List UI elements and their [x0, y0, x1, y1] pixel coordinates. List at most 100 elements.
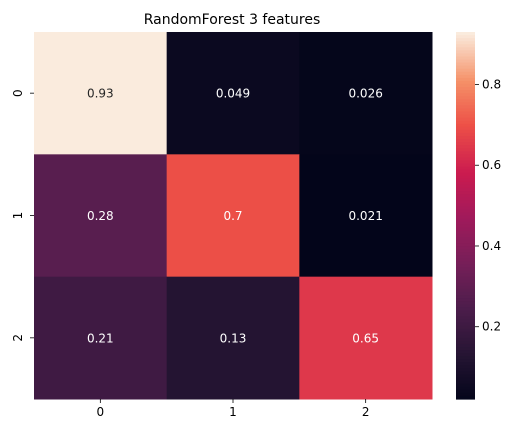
colorbar-segment	[456, 258, 475, 262]
heatmap-cell-0-1	[166, 32, 300, 155]
colorbar-segment	[456, 187, 475, 192]
colorbar-segment	[456, 93, 475, 97]
heatmap-cell-2-1	[166, 276, 300, 400]
colorbar-segment	[456, 350, 475, 354]
colorbar-segment	[456, 310, 475, 314]
colorbar-segment	[456, 270, 475, 275]
colorbar-segment	[456, 87, 475, 91]
colorbar-segment	[456, 252, 475, 256]
colorbar-segment	[456, 227, 475, 232]
colorbar-segment	[456, 148, 475, 152]
colorbar-tick-label-2: 0.6	[482, 158, 501, 172]
colorbar-segment	[456, 365, 475, 370]
colorbar-segment	[456, 175, 475, 180]
colorbar-segment	[456, 111, 475, 116]
heatmap-cell-0-2	[299, 32, 433, 155]
cell-label-2-0: 0.21	[87, 331, 114, 345]
colorbar-segment	[456, 325, 475, 330]
x-tick-label-1: 1	[229, 405, 237, 419]
colorbar-segment	[456, 291, 475, 296]
colorbar-segment	[456, 288, 475, 293]
colorbar-segment	[456, 218, 475, 223]
colorbar-segment	[456, 117, 475, 122]
colorbar-segment	[456, 123, 475, 128]
colorbar-segment	[456, 129, 475, 134]
colorbar-tick-label-3: 0.8	[482, 77, 501, 91]
colorbar-segment	[456, 383, 475, 388]
colorbar-segment	[456, 243, 475, 247]
colorbar-segment	[456, 377, 475, 382]
colorbar-segment	[456, 267, 475, 272]
colorbar-segment	[456, 255, 475, 259]
colorbar-segment	[456, 83, 475, 88]
colorbar-segment	[456, 276, 475, 281]
colorbar-segment	[456, 194, 475, 198]
colorbar-segment	[456, 96, 475, 100]
colorbar-segment	[456, 371, 475, 376]
colorbar-segment	[456, 343, 475, 348]
colorbar-segment	[456, 139, 475, 143]
colorbar-segment	[456, 38, 475, 42]
heatmap-cells: 0.93 0.049 0.026 0.28 0.7 0.021 0.21 0.13 0.65	[34, 32, 433, 400]
colorbar-segment	[456, 126, 475, 131]
colorbar-segment	[456, 380, 475, 385]
colorbar-segment	[456, 236, 475, 241]
colorbar-segment	[456, 368, 475, 373]
colorbar-segment	[456, 340, 475, 345]
colorbar-segment	[456, 337, 475, 342]
colorbar-segment	[456, 157, 475, 162]
colorbar-tick-label-1: 0.4	[482, 239, 501, 253]
colorbar-segment	[456, 44, 475, 48]
colorbar-segment	[456, 285, 475, 290]
colorbar-segment	[456, 53, 475, 58]
colorbar-segment	[456, 374, 475, 379]
colorbar-segment	[456, 334, 475, 339]
colorbar-segment	[456, 221, 475, 226]
cell-label-0-2: 0.026	[348, 87, 382, 101]
colorbar-segment	[456, 65, 475, 70]
colorbar-segment	[456, 102, 475, 106]
colorbar-segment	[456, 273, 475, 278]
colorbar-segment	[456, 120, 475, 125]
colorbar-segment	[456, 261, 475, 266]
colorbar-segment	[456, 230, 475, 235]
colorbar-segment	[456, 239, 475, 244]
colorbar-segment	[456, 209, 475, 214]
colorbar-segment	[456, 172, 475, 177]
y-tick-label-2: 2	[11, 334, 25, 342]
colorbar-segment	[456, 264, 475, 269]
colorbar-segment	[456, 224, 475, 229]
colorbar-segment	[456, 279, 475, 284]
colorbar-segment	[456, 178, 475, 183]
colorbar-segment	[456, 301, 475, 305]
colorbar-segment	[456, 135, 475, 140]
colorbar-segment	[456, 68, 475, 73]
colorbar-segment	[456, 215, 475, 220]
colorbar-segment	[456, 154, 475, 158]
colorbar-segment	[456, 99, 475, 103]
colorbar-segment	[456, 389, 475, 394]
colorbar-segment	[456, 347, 475, 351]
colorbar-segment	[456, 362, 475, 366]
colorbar-segment	[456, 316, 475, 321]
colorbar-segment	[456, 298, 475, 302]
colorbar-segment	[456, 319, 475, 324]
colorbar-segment	[456, 59, 475, 64]
heatmap-cell-2-2	[299, 276, 433, 400]
cell-label-0-1: 0.049	[216, 87, 250, 101]
colorbar-segment	[456, 197, 475, 201]
colorbar-segment	[456, 62, 475, 67]
colorbar-segment	[456, 35, 475, 39]
cell-label-1-1: 0.7	[223, 209, 242, 223]
colorbar-segment	[456, 74, 475, 79]
chart-title: RandomForest 3 features	[144, 12, 321, 28]
colorbar-segment	[456, 151, 475, 155]
colorbar-segment	[456, 206, 475, 210]
colorbar-segment	[456, 32, 475, 36]
colorbar-segment	[456, 212, 475, 217]
colorbar-segment	[456, 163, 475, 168]
colorbar-segment	[456, 166, 475, 171]
colorbar-segment	[456, 105, 475, 110]
colorbar-segment	[456, 353, 475, 357]
x-axis: 0 1 2	[97, 399, 369, 419]
